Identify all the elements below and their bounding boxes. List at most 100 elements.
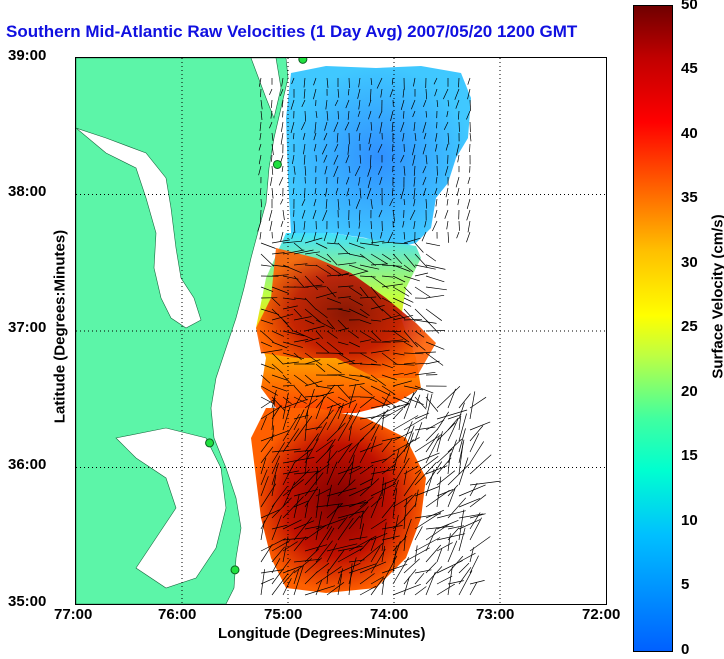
velocity-arrow: [381, 314, 400, 321]
velocity-arrow: [381, 452, 395, 464]
velocity-arrow: [293, 242, 304, 251]
velocity-arrow: [293, 263, 308, 266]
velocity-arrow: [304, 472, 324, 497]
velocity-arrow: [413, 220, 416, 229]
velocity-arrow: [403, 362, 416, 365]
velocity-arrow: [380, 88, 383, 98]
velocity-arrow: [313, 231, 317, 240]
velocity-arrow: [315, 445, 334, 464]
velocity-arrow: [392, 430, 413, 442]
velocity-arrow: [282, 240, 302, 244]
x-tick-label: 72:00: [582, 606, 621, 623]
velocity-arrow: [436, 165, 438, 176]
velocity-arrow: [425, 465, 448, 475]
velocity-arrow: [337, 198, 340, 211]
velocity-arrow: [444, 165, 449, 176]
velocity-arrow: [326, 77, 329, 88]
velocity-arrow: [392, 408, 404, 420]
velocity-arrow: [271, 352, 284, 365]
map-plot-area[interactable]: [75, 57, 607, 605]
velocity-arrow: [469, 391, 476, 420]
velocity-arrow: [392, 514, 399, 541]
velocity-arrow: [436, 476, 442, 508]
velocity-arrow: [381, 436, 401, 442]
velocity-arrow: [467, 88, 471, 100]
velocity-arrow: [392, 286, 410, 297]
velocity-arrow: [359, 330, 377, 342]
velocity-arrow: [414, 434, 442, 453]
velocity-arrow: [304, 486, 319, 508]
velocity-arrow: [326, 274, 349, 277]
map-canvas[interactable]: [76, 58, 606, 604]
velocity-arrow: [381, 403, 409, 420]
velocity-arrow: [379, 121, 383, 134]
velocity-arrow: [300, 231, 306, 242]
map-title: Southern Mid-Atlantic Raw Velocities (1 …: [6, 22, 578, 41]
velocity-arrow: [370, 496, 383, 508]
velocity-arrow: [293, 415, 313, 442]
velocity-arrow: [423, 99, 427, 108]
velocity-arrow: [392, 380, 412, 387]
velocity-arrow: [458, 567, 472, 585]
velocity-arrow: [469, 512, 481, 530]
velocity-arrow: [346, 187, 350, 197]
velocity-arrow: [359, 187, 362, 199]
velocity-arrow: [271, 330, 285, 337]
velocity-arrow: [260, 538, 286, 552]
velocity-arrow: [337, 242, 349, 255]
velocity-arrow: [345, 231, 350, 240]
velocity-arrow: [315, 264, 332, 275]
colorbar: [633, 5, 673, 652]
velocity-arrow: [315, 341, 330, 354]
velocity-arrow: [359, 511, 364, 530]
velocity-arrow: [326, 484, 332, 508]
velocity-arrow: [326, 543, 358, 552]
velocity-arrow: [370, 349, 390, 354]
velocity-arrow: [282, 398, 309, 409]
velocity-arrow: [345, 154, 350, 164]
velocity-arrow: [304, 308, 321, 323]
velocity-arrow: [260, 430, 289, 442]
velocity-arrow: [378, 110, 383, 119]
velocity-arrow: [348, 403, 358, 420]
velocity-arrow: [458, 498, 481, 508]
velocity-arrow: [414, 513, 441, 519]
velocity-arrow: [466, 209, 471, 221]
velocity-arrow: [370, 518, 387, 530]
velocity-arrow: [292, 154, 295, 165]
velocity-arrow: [358, 209, 361, 221]
radar-stations: [205, 58, 308, 575]
velocity-arrow: [370, 88, 372, 101]
velocity-arrow: [260, 469, 268, 486]
velocity-arrow: [260, 363, 276, 370]
velocity-arrow: [271, 187, 274, 199]
velocity-arrow: [326, 569, 329, 585]
velocity-arrow: [271, 442, 285, 464]
velocity-arrow: [337, 573, 343, 596]
velocity-arrow: [348, 374, 371, 378]
velocity-arrow: [269, 88, 273, 96]
velocity-arrow: [414, 452, 440, 464]
velocity-arrow: [381, 392, 391, 409]
velocity-arrow: [312, 209, 317, 220]
velocity-arrow: [466, 198, 471, 209]
velocity-arrow: [378, 209, 383, 218]
velocity-arrow: [282, 330, 305, 337]
velocity-arrow: [425, 294, 445, 299]
velocity-arrow: [434, 209, 438, 218]
velocity-arrow: [370, 77, 373, 86]
colorbar-tick: 15: [681, 447, 698, 464]
velocity-arrow: [337, 403, 344, 420]
velocity-arrow: [457, 110, 460, 120]
x-tick-label: 75:00: [264, 606, 303, 623]
velocity-field-core: [256, 248, 436, 378]
velocity-arrow: [271, 297, 281, 306]
velocity-arrow: [260, 242, 276, 249]
velocity-arrow: [259, 121, 262, 132]
velocity-arrow: [282, 470, 299, 475]
velocity-arrow: [391, 187, 394, 196]
velocity-arrow: [446, 110, 449, 118]
delaware-bay: [250, 58, 282, 119]
velocity-arrow: [315, 511, 323, 541]
velocity-arrow: [400, 187, 405, 200]
